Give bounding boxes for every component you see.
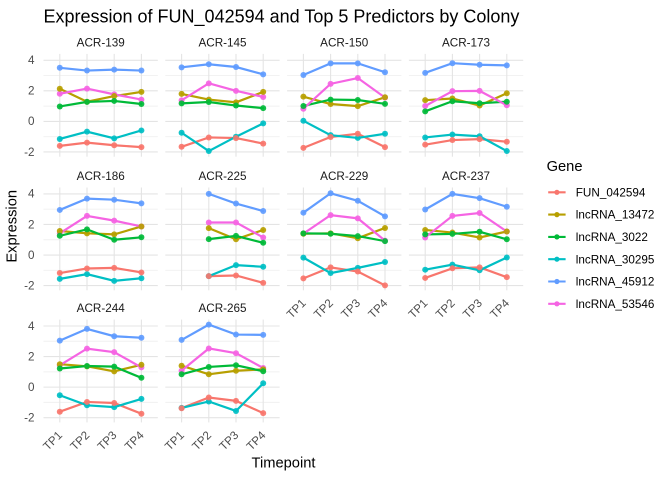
svg-text:2: 2 (28, 350, 35, 363)
svg-text:-2: -2 (24, 279, 34, 292)
svg-text:ACR-229: ACR-229 (320, 170, 368, 183)
svg-text:0: 0 (28, 115, 35, 128)
svg-text:ACR-139: ACR-139 (77, 36, 125, 49)
svg-text:2: 2 (28, 218, 35, 231)
svg-text:-2: -2 (24, 146, 34, 159)
svg-text:0: 0 (28, 381, 35, 394)
svg-text:0: 0 (28, 249, 35, 262)
svg-text:Expression: Expression (5, 190, 21, 263)
svg-text:-2: -2 (24, 412, 34, 425)
svg-text:ACR-244: ACR-244 (77, 302, 126, 315)
svg-text:lncRNA_53546: lncRNA_53546 (576, 298, 655, 311)
svg-text:Gene: Gene (547, 159, 583, 175)
svg-text:lncRNA_45912: lncRNA_45912 (576, 276, 655, 289)
svg-text:ACR-237: ACR-237 (442, 170, 490, 183)
svg-text:2: 2 (28, 85, 35, 98)
svg-text:Expression of FUN_042594 and T: Expression of FUN_042594 and Top 5 Predi… (44, 6, 520, 27)
svg-text:ACR-150: ACR-150 (320, 36, 369, 49)
svg-text:Timepoint: Timepoint (252, 455, 316, 471)
svg-text:FUN_042594: FUN_042594 (576, 186, 646, 199)
svg-text:lncRNA_13472: lncRNA_13472 (576, 209, 655, 222)
svg-text:4: 4 (28, 188, 35, 201)
svg-text:ACR-225: ACR-225 (198, 170, 247, 183)
svg-text:ACR-145: ACR-145 (198, 36, 247, 49)
svg-text:ACR-265: ACR-265 (198, 302, 247, 315)
svg-text:4: 4 (28, 320, 35, 333)
svg-text:lncRNA_30295: lncRNA_30295 (576, 253, 655, 266)
svg-text:lncRNA_3022: lncRNA_3022 (576, 231, 648, 244)
svg-text:ACR-186: ACR-186 (77, 170, 125, 183)
svg-text:ACR-173: ACR-173 (442, 36, 490, 49)
svg-text:4: 4 (28, 54, 35, 67)
